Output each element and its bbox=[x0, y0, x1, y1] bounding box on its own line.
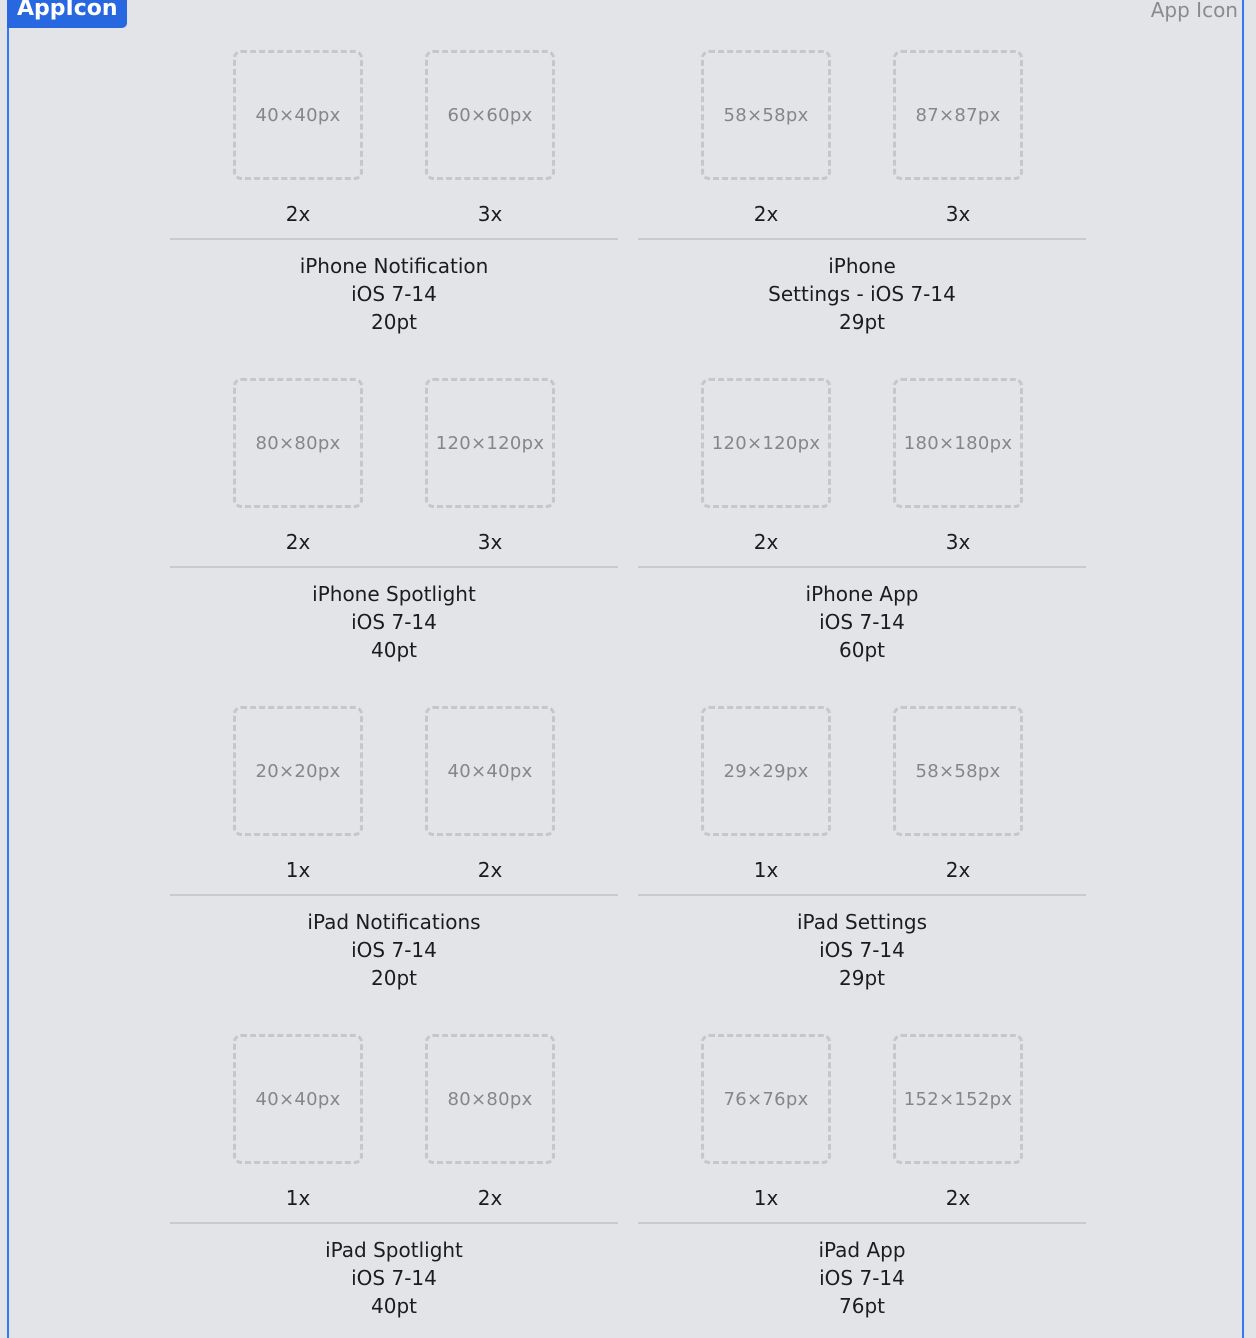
group-title: iPad Settings bbox=[796, 910, 928, 934]
asset-name-badge[interactable]: AppIcon bbox=[7, 0, 127, 28]
icon-drop-well[interactable]: 29×29px bbox=[701, 706, 831, 836]
group-divider bbox=[638, 238, 1086, 240]
scale-label: 3x bbox=[945, 202, 971, 226]
group-divider bbox=[638, 894, 1086, 896]
icon-slot: 29×29px 1x bbox=[701, 706, 831, 882]
icon-drop-well[interactable]: 87×87px bbox=[893, 50, 1023, 180]
icon-slot: 40×40px 2x bbox=[233, 50, 363, 226]
group-divider bbox=[638, 566, 1086, 568]
group-caption: iPhone Spotlight iOS 7-14 40pt bbox=[170, 580, 618, 664]
icon-slot: 120×120px 3x bbox=[425, 378, 555, 554]
scale-label: 1x bbox=[753, 1186, 779, 1210]
icon-slot: 58×58px 2x bbox=[893, 706, 1023, 882]
group-title: iPhone bbox=[828, 254, 896, 278]
icon-slot: 87×87px 3x bbox=[893, 50, 1023, 226]
icon-drop-well[interactable]: 80×80px bbox=[425, 1034, 555, 1164]
group-title: iPad Spotlight bbox=[325, 1238, 463, 1262]
asset-catalog-panel bbox=[7, 0, 1244, 1338]
icon-slot: 60×60px 3x bbox=[425, 50, 555, 226]
icon-slot: 120×120px 2x bbox=[701, 378, 831, 554]
group-point-size: 76pt bbox=[839, 1294, 885, 1318]
icon-group-ipad-settings: 29×29px 1x 58×58px 2x iPad Settings iOS … bbox=[638, 656, 1086, 990]
icon-drop-well[interactable]: 152×152px bbox=[893, 1034, 1023, 1164]
icon-drop-well[interactable]: 60×60px bbox=[425, 50, 555, 180]
group-subtitle: iOS 7-14 bbox=[819, 1266, 905, 1290]
scale-label: 2x bbox=[477, 858, 503, 882]
group-subtitle: Settings - iOS 7-14 bbox=[768, 282, 956, 306]
icon-drop-well[interactable]: 120×120px bbox=[701, 378, 831, 508]
group-caption: iPad Settings iOS 7-14 29pt bbox=[638, 908, 1086, 992]
group-caption: iPad Spotlight iOS 7-14 40pt bbox=[170, 1236, 618, 1320]
icon-drop-well[interactable]: 40×40px bbox=[425, 706, 555, 836]
scale-label: 2x bbox=[753, 530, 779, 554]
icon-slot: 80×80px 2x bbox=[233, 378, 363, 554]
scale-label: 2x bbox=[945, 1186, 971, 1210]
group-title: iPad App bbox=[818, 1238, 906, 1262]
group-subtitle: iOS 7-14 bbox=[819, 938, 905, 962]
icon-drop-well[interactable]: 40×40px bbox=[233, 50, 363, 180]
group-divider bbox=[170, 566, 618, 568]
icon-group-ipad-app: 76×76px 1x 152×152px 2x iPad App iOS 7-1… bbox=[638, 984, 1086, 1318]
icon-group-iphone-settings: 58×58px 2x 87×87px 3x iPhone Settings - … bbox=[638, 0, 1086, 334]
icon-drop-well[interactable]: 180×180px bbox=[893, 378, 1023, 508]
scale-label: 2x bbox=[753, 202, 779, 226]
group-divider bbox=[170, 894, 618, 896]
group-subtitle: iOS 7-14 bbox=[351, 938, 437, 962]
icon-group-iphone-notification: 40×40px 2x 60×60px 3x iPhone Notificatio… bbox=[170, 0, 618, 334]
group-caption: iPhone App iOS 7-14 60pt bbox=[638, 580, 1086, 664]
icon-group-ipad-spotlight: 40×40px 1x 80×80px 2x iPad Spotlight iOS… bbox=[170, 984, 618, 1318]
icon-slot: 180×180px 3x bbox=[893, 378, 1023, 554]
group-divider bbox=[170, 238, 618, 240]
group-title: iPad Notifications bbox=[307, 910, 481, 934]
icon-slot: 58×58px 2x bbox=[701, 50, 831, 226]
icon-group-iphone-app: 120×120px 2x 180×180px 3x iPhone App iOS… bbox=[638, 328, 1086, 662]
icon-group-ipad-notifications: 20×20px 1x 40×40px 2x iPad Notifications… bbox=[170, 656, 618, 990]
icon-slot: 76×76px 1x bbox=[701, 1034, 831, 1210]
scale-label: 1x bbox=[285, 858, 311, 882]
group-point-size: 29pt bbox=[839, 966, 885, 990]
icon-drop-well[interactable]: 80×80px bbox=[233, 378, 363, 508]
group-point-size: 29pt bbox=[839, 310, 885, 334]
scale-label: 3x bbox=[477, 530, 503, 554]
group-subtitle: iOS 7-14 bbox=[351, 282, 437, 306]
group-divider bbox=[170, 1222, 618, 1224]
icon-slot: 152×152px 2x bbox=[893, 1034, 1023, 1210]
group-point-size: 60pt bbox=[839, 638, 885, 662]
icon-slot: 80×80px 2x bbox=[425, 1034, 555, 1210]
asset-set-type-label: App Icon bbox=[1150, 0, 1238, 22]
icon-drop-well[interactable]: 76×76px bbox=[701, 1034, 831, 1164]
group-subtitle: iOS 7-14 bbox=[819, 610, 905, 634]
scale-label: 1x bbox=[753, 858, 779, 882]
group-caption: iPhone Notification iOS 7-14 20pt bbox=[170, 252, 618, 336]
group-title: iPhone Spotlight bbox=[312, 582, 476, 606]
icon-slot: 20×20px 1x bbox=[233, 706, 363, 882]
icon-slot: 40×40px 1x bbox=[233, 1034, 363, 1210]
icon-slot: 40×40px 2x bbox=[425, 706, 555, 882]
icon-drop-well[interactable]: 58×58px bbox=[701, 50, 831, 180]
scale-label: 1x bbox=[285, 1186, 311, 1210]
group-point-size: 20pt bbox=[371, 310, 417, 334]
group-title: iPhone App bbox=[805, 582, 919, 606]
scale-label: 2x bbox=[477, 1186, 503, 1210]
group-point-size: 20pt bbox=[371, 966, 417, 990]
scale-label: 2x bbox=[285, 530, 311, 554]
group-subtitle: iOS 7-14 bbox=[351, 610, 437, 634]
group-point-size: 40pt bbox=[371, 1294, 417, 1318]
scale-label: 2x bbox=[285, 202, 311, 226]
icon-drop-well[interactable]: 20×20px bbox=[233, 706, 363, 836]
scale-label: 2x bbox=[945, 858, 971, 882]
group-caption: iPad Notifications iOS 7-14 20pt bbox=[170, 908, 618, 992]
icon-drop-well[interactable]: 58×58px bbox=[893, 706, 1023, 836]
group-caption: iPhone Settings - iOS 7-14 29pt bbox=[638, 252, 1086, 336]
group-point-size: 40pt bbox=[371, 638, 417, 662]
icon-group-iphone-spotlight: 80×80px 2x 120×120px 3x iPhone Spotlight… bbox=[170, 328, 618, 662]
group-subtitle: iOS 7-14 bbox=[351, 1266, 437, 1290]
icon-drop-well[interactable]: 120×120px bbox=[425, 378, 555, 508]
scale-label: 3x bbox=[945, 530, 971, 554]
group-caption: iPad App iOS 7-14 76pt bbox=[638, 1236, 1086, 1320]
scale-label: 3x bbox=[477, 202, 503, 226]
icon-drop-well[interactable]: 40×40px bbox=[233, 1034, 363, 1164]
group-title: iPhone Notification bbox=[299, 254, 489, 278]
group-divider bbox=[638, 1222, 1086, 1224]
